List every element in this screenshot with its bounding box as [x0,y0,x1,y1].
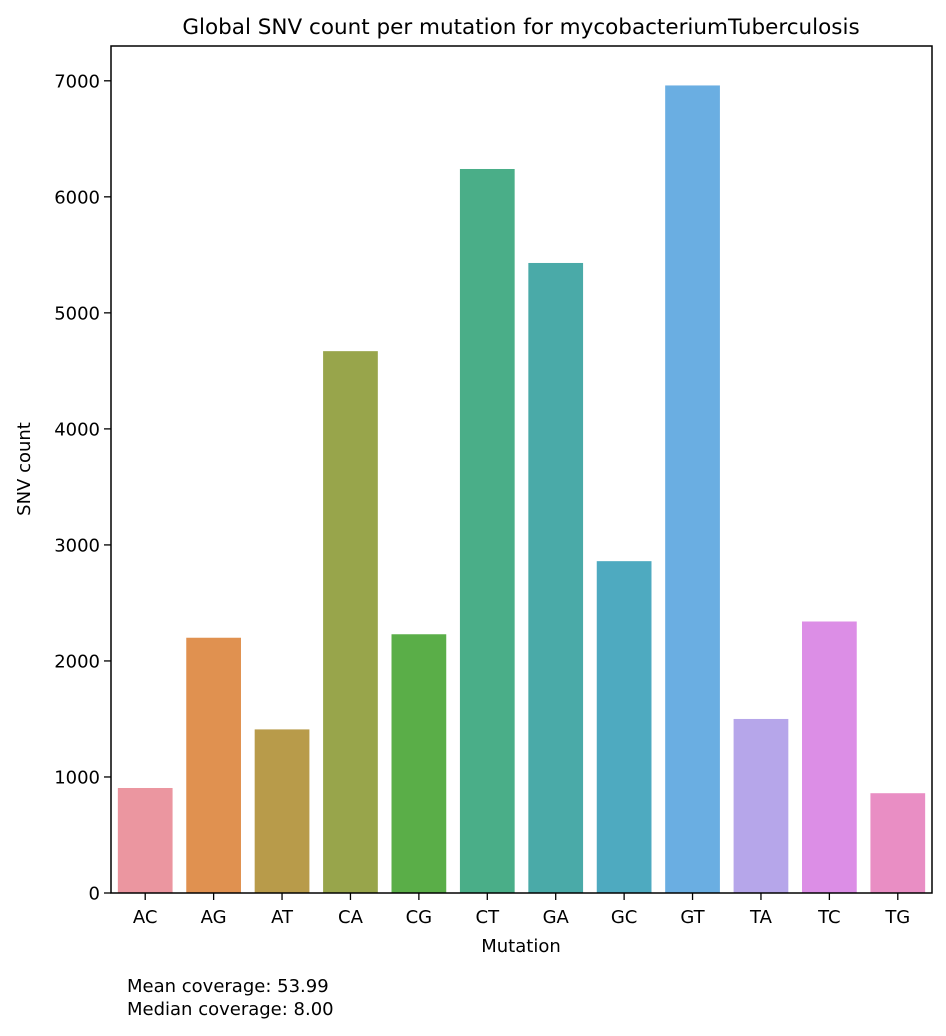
x-tick-label-ga: GA [543,907,570,928]
y-tick-label: 2000 [54,651,100,672]
bar-tg [870,793,926,893]
x-tick-label-ac: AC [133,907,158,928]
mean-coverage-note: Mean coverage: 53.99 [127,976,329,997]
x-tick-label-ta: TA [749,907,773,928]
x-tick-label-at: AT [271,907,294,928]
x-tick-label-gt: GT [680,907,705,928]
bar-gc [596,561,652,893]
x-tick-label-ct: CT [476,907,501,928]
x-axis-label: Mutation [481,936,561,957]
y-tick-label: 3000 [54,535,100,556]
y-tick-label: 7000 [54,71,100,92]
bar-ta [733,718,789,893]
y-tick-label: 1000 [54,767,100,788]
bar-ct [459,168,515,894]
y-axis-label: SNV count [14,422,35,516]
bar-ga [528,262,584,894]
axes-layer: 0 1000 2000 3000 4000 5000 6000 7000 AC AG AT CA CG C… [54,45,933,928]
bar-cg [391,634,447,893]
bar-ca [323,351,378,893]
bar-at [254,729,310,893]
median-coverage-note: Median coverage: 8.00 [127,999,334,1020]
y-tick-label: 0 [89,884,100,905]
bar-ag [186,637,241,893]
x-tick-label-tc: TC [817,907,841,928]
y-tick-label: 6000 [54,187,100,208]
x-tick-label-gc: GC [611,907,638,928]
y-tick-label: 4000 [54,419,100,440]
x-tick-label-cg: CG [406,907,433,928]
plot-frame [110,45,933,894]
x-tick-label-ca: CA [338,907,364,928]
bars-layer [117,85,926,894]
x-tick-label-tg: TG [884,907,910,928]
y-tick-label: 5000 [54,303,100,324]
chart-title: Global SNV count per mutation for mycoba… [182,15,859,40]
x-tick-label-ag: AG [201,907,227,928]
bar-tc [802,621,857,893]
bar-gt [665,85,720,893]
bar-chart: Global SNV count per mutation for mycoba… [14,15,933,957]
bar-ac [117,787,173,893]
